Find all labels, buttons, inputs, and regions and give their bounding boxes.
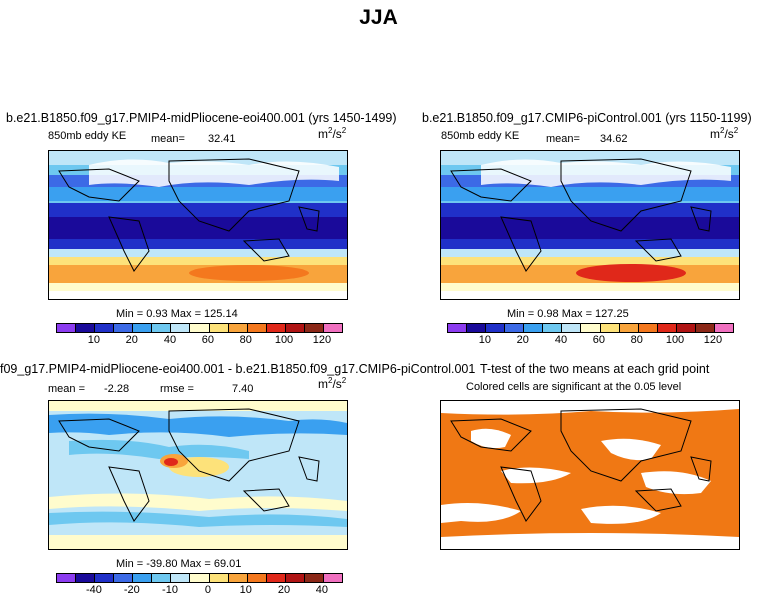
bottom-left-units: m2/s2 [318, 376, 347, 391]
tick-label: 0 [204, 584, 211, 596]
top-right-mean-value: 34.62 [600, 133, 628, 145]
top-right-case-title: b.e21.B1850.f09_g17.CMIP6-piControl.001 … [422, 111, 752, 125]
colorbar-cell [285, 324, 305, 332]
tick-label: 80 [239, 334, 252, 346]
colorbar-cell [171, 324, 191, 332]
colorbar-cell [448, 324, 468, 332]
colorbar-cell [638, 324, 658, 332]
top-right-colorbar [447, 323, 734, 333]
tick-label: 120 [703, 334, 723, 346]
top-right-minmax: Min = 0.98 Max = 127.25 [507, 308, 629, 320]
tick-label: -40 [85, 584, 102, 596]
top-left-case-title: b.e21.B1850.f09_g17.PMIP4-midPliocene-eo… [6, 111, 397, 125]
colorbar-cell [619, 324, 639, 332]
colorbar-cell [714, 324, 733, 332]
colorbar-cell [657, 324, 677, 332]
bottom-left-minmax: Min = -39.80 Max = 69.01 [116, 558, 242, 570]
tick-label: 60 [201, 334, 215, 346]
tick-label: 20 [277, 584, 291, 596]
colorbar-cell [133, 324, 153, 332]
colorbar-cell [695, 324, 715, 332]
colorbar-cell [524, 324, 544, 332]
colorbar-cell [247, 574, 267, 582]
colorbar-cell [247, 324, 267, 332]
colorbar-cell [562, 324, 582, 332]
tick-label: 120 [312, 334, 332, 346]
colorbar-cell [543, 324, 563, 332]
colorbar-cell [152, 324, 172, 332]
colorbar-cell [285, 574, 305, 582]
colorbar-cell [600, 324, 620, 332]
colorbar-cell [152, 574, 172, 582]
tick-label: 20 [125, 334, 138, 346]
top-left-mean-value: 32.41 [208, 133, 236, 145]
top-left-colorbar-ticks: 10 20 40 60 80 100 120 [56, 334, 341, 348]
colorbar-cell [95, 324, 115, 332]
colorbar-cell [76, 574, 96, 582]
colorbar-cell [76, 324, 96, 332]
tick-label: 10 [87, 334, 101, 346]
bottom-left-rmse-label: rmse = [160, 383, 194, 395]
tick-label: 40 [315, 584, 329, 596]
colorbar-cell [228, 324, 248, 332]
colorbar-cell [57, 574, 77, 582]
bottom-left-mean-label: mean = [48, 383, 85, 395]
tick-label: -10 [162, 584, 178, 596]
tick-label: 20 [516, 334, 529, 346]
colorbar-cell [266, 574, 286, 582]
top-right-variable: 850mb eddy KE [441, 130, 520, 142]
top-left-mean-label: mean= [151, 133, 185, 145]
colorbar-cell [304, 324, 324, 332]
top-right-map [440, 150, 740, 300]
tick-label: 60 [592, 334, 606, 346]
colorbar-cell [581, 324, 601, 332]
colorbar-cell [171, 574, 191, 582]
colorbar-cell [209, 324, 229, 332]
colorbar-cell [190, 324, 210, 332]
colorbar-cell [676, 324, 696, 332]
tick-label: 100 [274, 334, 294, 346]
figure-title: JJA [359, 6, 398, 29]
bottom-left-case-title: f09_g17.PMIP4-midPliocene-eoi400.001 - b… [0, 362, 476, 376]
colorbar-cell [133, 574, 153, 582]
colorbar-cell [323, 324, 342, 332]
tick-label: -20 [123, 584, 140, 596]
top-right-colorbar-ticks: 10 20 40 60 80 100 120 [447, 334, 732, 348]
top-left-minmax: Min = 0.93 Max = 125.14 [116, 308, 238, 320]
tick-label: 80 [630, 334, 643, 346]
bottom-left-map [48, 400, 348, 550]
bottom-right-title: T-test of the two means at each grid poi… [480, 362, 710, 376]
colorbar-cell [190, 574, 210, 582]
colorbar-cell [323, 574, 342, 582]
tick-label: 10 [478, 334, 492, 346]
colorbar-cell [228, 574, 248, 582]
top-left-colorbar [56, 323, 343, 333]
colorbar-cell [114, 574, 134, 582]
top-right-mean-label: mean= [546, 133, 580, 145]
tick-label: 100 [665, 334, 685, 346]
tick-label: 40 [163, 334, 177, 346]
bottom-left-colorbar-ticks: -40 -20 -10 0 10 20 40 [56, 584, 341, 598]
colorbar-cell [266, 324, 286, 332]
colorbar-cell [57, 324, 77, 332]
bottom-left-colorbar [56, 573, 343, 583]
top-right-units: m2/s2 [710, 126, 739, 141]
bottom-left-rmse-value: 7.40 [232, 383, 254, 395]
colorbar-cell [95, 574, 115, 582]
tick-label: 10 [239, 584, 252, 596]
bottom-right-map [440, 400, 740, 550]
colorbar-cell [304, 574, 324, 582]
top-left-variable: 850mb eddy KE [48, 130, 127, 142]
top-left-map [48, 150, 348, 300]
colorbar-cell [209, 574, 229, 582]
colorbar-cell [467, 324, 487, 332]
bottom-right-subtitle: Colored cells are significant at the 0.0… [466, 381, 682, 393]
bottom-left-mean-value: -2.28 [104, 383, 130, 395]
colorbar-cell [486, 324, 506, 332]
colorbar-cell [505, 324, 525, 332]
tick-label: 40 [554, 334, 568, 346]
colorbar-cell [114, 324, 134, 332]
top-left-units: m2/s2 [318, 126, 347, 141]
